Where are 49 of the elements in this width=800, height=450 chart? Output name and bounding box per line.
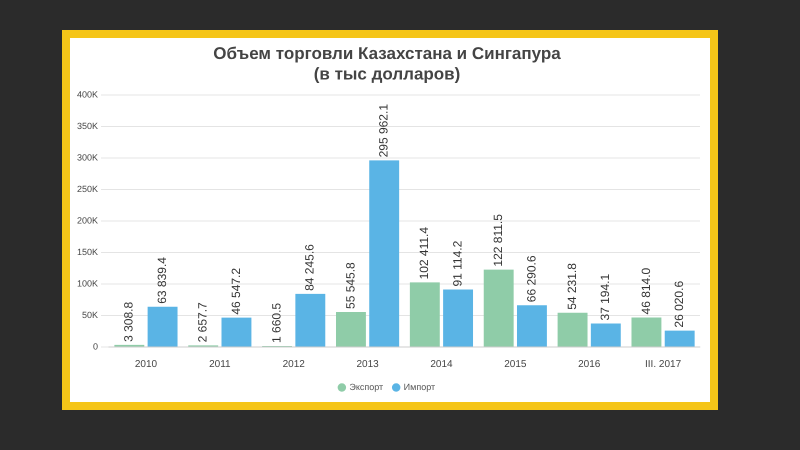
y-tick-label: 100K (76, 278, 98, 288)
data-label: 66 290.6 (524, 255, 538, 302)
legend-label: Импорт (404, 382, 436, 392)
data-label: 102 411.4 (417, 226, 432, 280)
bar (631, 317, 662, 346)
data-label: 54 231.8 (564, 262, 579, 310)
x-tick-label: 2010 (134, 358, 158, 370)
bar (516, 305, 547, 346)
data-label: 295 962.1 (376, 104, 391, 158)
x-tick-label: 2016 (578, 358, 601, 370)
bar (484, 270, 514, 346)
data-label: 2 657.7 (196, 302, 210, 342)
legend-label: Экспорт (349, 382, 384, 392)
data-label: 37 194.1 (598, 274, 612, 321)
bar (221, 318, 252, 346)
data-label: 91 114.2 (450, 240, 464, 287)
x-tick-label: 2015 (504, 358, 527, 370)
x-tick-label: III. 2017 (644, 358, 682, 370)
y-tick-label: 50K (82, 310, 98, 320)
bar (443, 290, 474, 346)
data-label: 26 020.6 (672, 280, 686, 328)
data-label: 84 245.6 (302, 244, 317, 291)
bar (336, 312, 366, 346)
y-tick-label: 350K (76, 120, 98, 131)
bar (590, 324, 621, 346)
y-tick-label: 200K (76, 215, 98, 226)
bar (295, 294, 326, 346)
bar (664, 330, 695, 346)
x-tick-label: 2013 (356, 358, 380, 370)
data-label: 63 839.4 (154, 256, 169, 304)
y-tick-label: 400K (76, 89, 98, 100)
x-tick-label: 2012 (282, 358, 306, 370)
y-tick-label: 250K (76, 184, 98, 194)
data-label: 3 308.8 (122, 302, 136, 342)
x-tick-label: 2011 (209, 358, 232, 370)
y-tick-label: 0 (93, 341, 98, 352)
x-tick-label: 2014 (430, 358, 454, 370)
data-label: 46 547.2 (228, 268, 243, 315)
data-label: 55 545.8 (343, 262, 358, 309)
chart-title: Объем торговли Казахстана и Сингапура (в тыс долларов) (213, 44, 562, 84)
data-label: 1 660.5 (269, 302, 284, 343)
bar (369, 160, 400, 346)
bar (148, 306, 178, 346)
data-label: 46 814.0 (638, 267, 653, 314)
bar (410, 282, 440, 346)
y-tick-label: 300K (76, 152, 98, 162)
bar (558, 312, 588, 346)
data-label: 122 811.5 (491, 214, 506, 267)
y-tick-label: 150K (76, 246, 98, 257)
